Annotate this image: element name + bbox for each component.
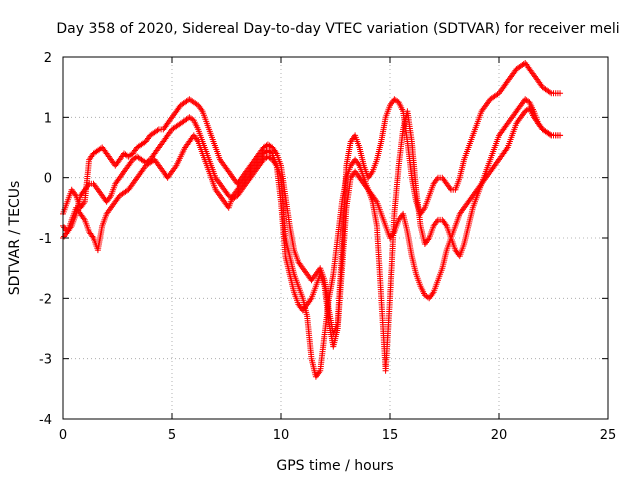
- x-tick-label: 10: [273, 428, 290, 443]
- y-axis-label: SDTVAR / TECUs: [7, 181, 23, 296]
- x-tick-label: 0: [59, 428, 67, 443]
- axis-ticks: 0 5 10 15 20 25 -4 -3 -2 -1 0 1 2: [39, 51, 616, 443]
- chart-title: Day 358 of 2020, Sidereal Day-to-day VTE…: [56, 21, 619, 37]
- x-tick-label: 20: [491, 428, 508, 443]
- x-tick-label: 15: [382, 428, 399, 443]
- x-axis-label: GPS time / hours: [276, 458, 393, 474]
- x-tick-label: 25: [600, 428, 617, 443]
- data-series: [60, 60, 564, 380]
- data-point: [546, 89, 553, 96]
- y-tick-label: 2: [44, 51, 52, 66]
- series-track-a: [60, 60, 564, 338]
- x-tick-label: 5: [168, 428, 176, 443]
- data-point: [546, 131, 553, 138]
- y-tick-label: -1: [39, 232, 52, 247]
- data-point: [557, 132, 564, 139]
- y-tick-label: -4: [39, 413, 52, 428]
- data-point: [557, 90, 564, 97]
- y-tick-label: 1: [44, 111, 52, 126]
- data-point: [154, 127, 161, 134]
- y-tick-label: -2: [39, 292, 52, 307]
- y-tick-label: 0: [44, 172, 52, 187]
- series-track-c: [60, 105, 564, 350]
- y-tick-label: -3: [39, 353, 52, 368]
